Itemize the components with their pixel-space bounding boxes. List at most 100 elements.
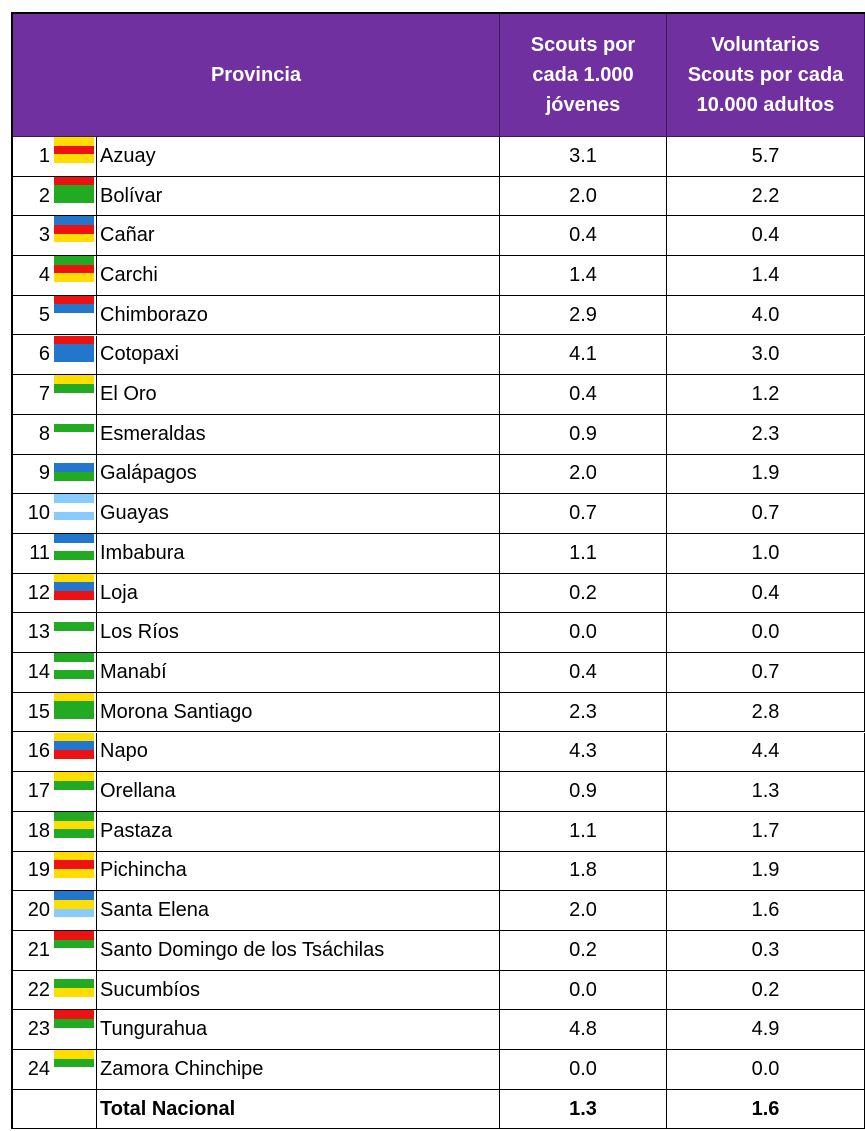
- flag-stripe: [54, 534, 94, 543]
- flag-cell: [52, 931, 97, 971]
- flag-cell: [52, 732, 97, 773]
- flag-stripe: [54, 573, 94, 583]
- row-number: 22: [13, 971, 52, 1011]
- header-line: Voluntarios: [711, 34, 820, 56]
- flag-stripe: [54, 304, 94, 314]
- scouts-value: 2.9: [500, 295, 667, 336]
- flag: [54, 931, 94, 958]
- scouts-value: 1.8: [500, 851, 667, 892]
- volunteers-value: 4.0: [667, 295, 865, 336]
- volunteers-value: 2.8: [667, 692, 865, 733]
- flag-cell: [52, 1050, 97, 1090]
- total-scouts: 1.3: [500, 1089, 667, 1130]
- flag-cell: [52, 534, 97, 574]
- volunteers-value: 5.7: [667, 137, 865, 177]
- flag-stripe: [54, 335, 94, 345]
- total-blank: [13, 1089, 97, 1130]
- row-number: 18: [13, 812, 52, 852]
- scouts-value: 1.1: [500, 534, 667, 574]
- total-volunteers: 1.6: [667, 1089, 865, 1130]
- flag-stripe: [54, 948, 94, 958]
- flag-stripe: [54, 1019, 94, 1028]
- row-number: 15: [13, 693, 52, 733]
- flag-stripe: [54, 591, 94, 600]
- volunteers-value: 2.2: [667, 176, 865, 217]
- flag: [54, 851, 94, 878]
- province-name: Tungurahua: [97, 1010, 500, 1051]
- flag-stripe: [54, 185, 94, 195]
- volunteers-value: 3.0: [667, 335, 865, 376]
- flag-stripe: [54, 979, 94, 989]
- flag-stripe: [54, 145, 94, 155]
- flag-stripe: [54, 137, 94, 146]
- province-name: Chimborazo: [97, 295, 500, 336]
- row-number: 19: [13, 852, 52, 892]
- row-number: 8: [13, 415, 52, 455]
- scouts-value: 3.1: [500, 137, 667, 177]
- province-name: El Oro: [97, 375, 500, 415]
- flag-stripe: [54, 670, 94, 680]
- flag-stripe: [54, 256, 94, 265]
- volunteers-value: 1.9: [667, 851, 865, 892]
- scouts-value: 1.1: [500, 811, 667, 852]
- flag-stripe: [54, 931, 94, 940]
- border: [13, 12, 865, 14]
- scouts-value: 0.2: [500, 573, 667, 614]
- volunteers-value: 1.3: [667, 772, 865, 812]
- flag-stripe: [54, 414, 94, 424]
- scouts-value: 0.9: [500, 772, 667, 812]
- flag-stripe: [54, 780, 94, 790]
- total-label: Total Nacional: [97, 1089, 500, 1130]
- flag-stripe: [54, 630, 94, 640]
- flag: [54, 335, 94, 362]
- flag-stripe: [54, 1058, 94, 1068]
- flag: [54, 573, 94, 600]
- flag-stripe: [54, 383, 94, 393]
- flag-stripe: [54, 194, 94, 203]
- flag-cell: [52, 256, 97, 296]
- flag-stripe: [54, 273, 94, 283]
- flag-cell: [52, 494, 97, 534]
- flag-stripe: [54, 860, 94, 869]
- province-name: Santa Elena: [97, 891, 500, 931]
- volunteers-value: 4.9: [667, 1010, 865, 1051]
- flag-stripe: [54, 423, 94, 433]
- flag: [54, 256, 94, 283]
- scouts-value: 0.0: [500, 613, 667, 654]
- flag-stripe: [54, 749, 94, 759]
- volunteers-value: 0.2: [667, 970, 865, 1011]
- row-number: 21: [13, 931, 52, 971]
- flag: [54, 375, 94, 402]
- flag-stripe: [54, 176, 94, 186]
- volunteers-value: 1.2: [667, 375, 865, 415]
- scouts-value: 4.8: [500, 1010, 667, 1051]
- flag-stripe: [54, 741, 94, 750]
- flag-cell: [52, 970, 97, 1011]
- flag-stripe: [54, 868, 94, 878]
- flag: [54, 732, 94, 759]
- flag-stripe: [54, 463, 94, 472]
- scouts-value: 0.4: [500, 653, 667, 693]
- flag-stripe: [54, 225, 94, 234]
- flag: [54, 1050, 94, 1077]
- header-line: cada 1.000: [532, 64, 634, 86]
- province-name: Santo Domingo de los Tsáchilas: [97, 931, 500, 971]
- flag-stripe: [54, 233, 94, 243]
- flag-stripe: [54, 851, 94, 861]
- volunteers-value: 0.4: [667, 216, 865, 257]
- volunteers-value: 0.4: [667, 573, 865, 614]
- flag-stripe: [54, 502, 94, 512]
- flag-stripe: [54, 313, 94, 322]
- flag-stripe: [54, 154, 94, 164]
- volunteers-value: 1.7: [667, 811, 865, 852]
- row-number: 23: [13, 1010, 52, 1051]
- province-name: Carchi: [97, 256, 500, 296]
- flag: [54, 1010, 94, 1037]
- volunteers-value: 4.4: [667, 732, 865, 773]
- scouts-value: 0.9: [500, 414, 667, 455]
- scouts-value: 2.0: [500, 454, 667, 495]
- flag-stripe: [54, 692, 94, 702]
- flag-stripe: [54, 1050, 94, 1059]
- volunteers-value: 1.0: [667, 534, 865, 574]
